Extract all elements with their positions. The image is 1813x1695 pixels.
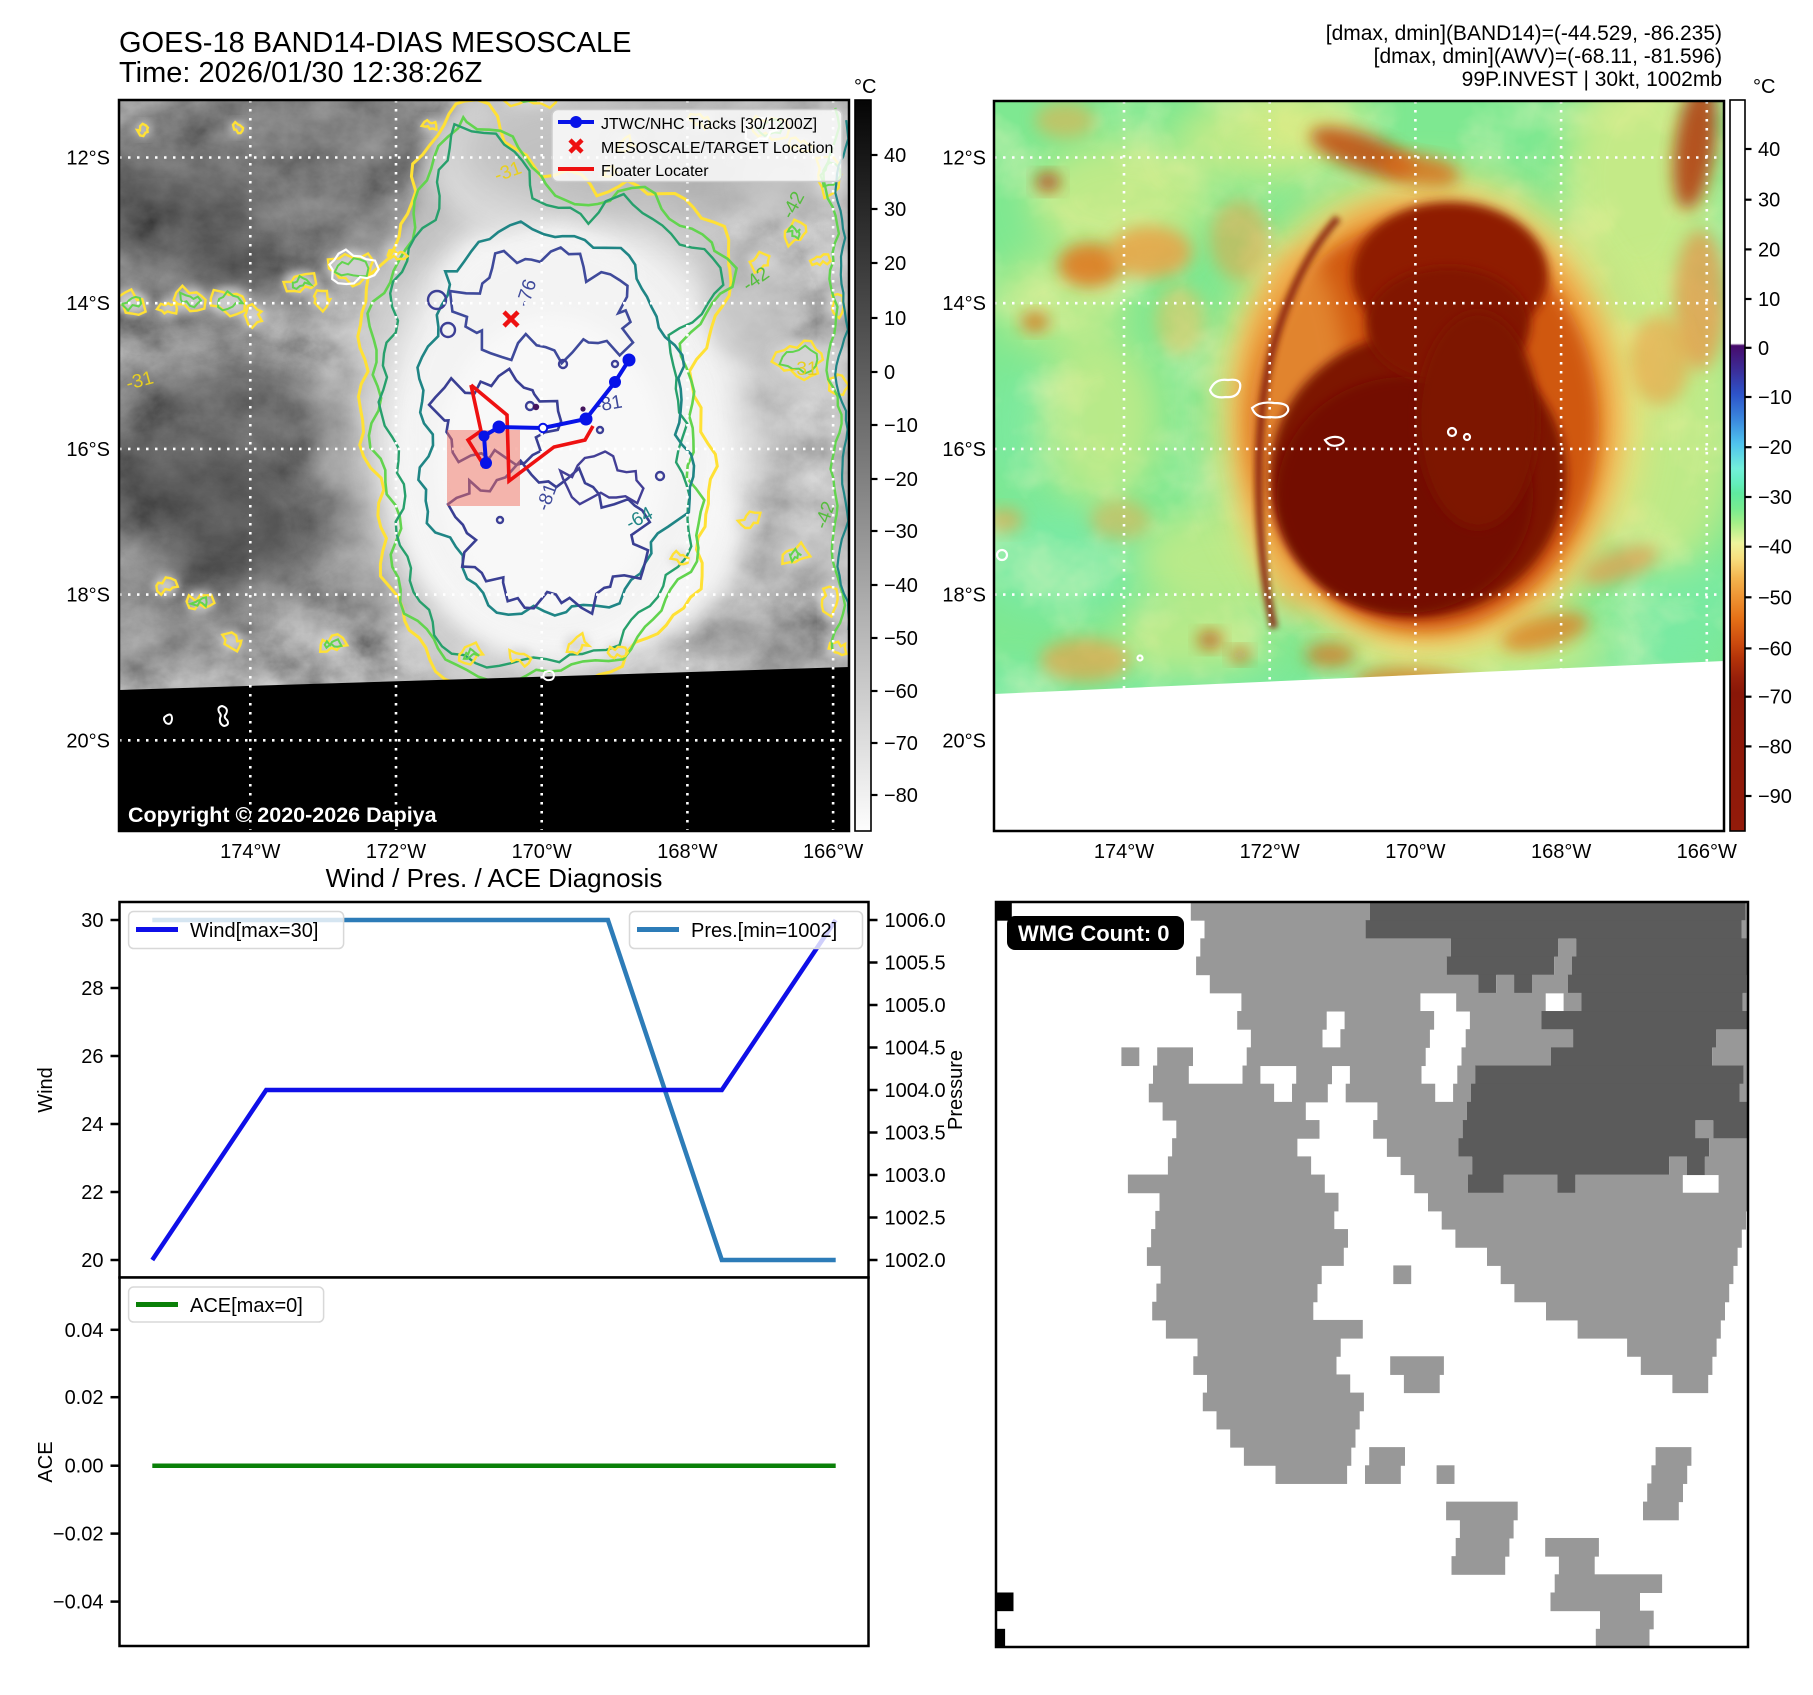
svg-text:10: 10 — [884, 308, 906, 330]
svg-text:−80: −80 — [884, 785, 918, 807]
svg-text:20°S: 20°S — [942, 730, 986, 752]
svg-text:30: 30 — [884, 199, 906, 221]
svg-text:26: 26 — [81, 1046, 103, 1068]
svg-text:−30: −30 — [1758, 487, 1792, 509]
svg-text:172°W: 172°W — [1240, 841, 1300, 863]
svg-text:Pressure: Pressure — [945, 1050, 967, 1130]
svg-text:−50: −50 — [884, 628, 918, 650]
svg-text:−60: −60 — [1758, 638, 1792, 660]
svg-text:28: 28 — [81, 978, 103, 1000]
svg-text:1003.0: 1003.0 — [885, 1165, 946, 1187]
svg-text:99P.INVEST | 30kt, 1002mb: 99P.INVEST | 30kt, 1002mb — [1462, 68, 1722, 91]
svg-text:−0.02: −0.02 — [53, 1524, 104, 1546]
svg-text:−40: −40 — [1758, 537, 1792, 559]
svg-text:−60: −60 — [884, 681, 918, 703]
svg-text:1005.5: 1005.5 — [885, 953, 946, 975]
svg-text:20: 20 — [81, 1250, 103, 1272]
svg-text:0.04: 0.04 — [65, 1320, 104, 1342]
svg-text:1004.5: 1004.5 — [885, 1038, 946, 1060]
svg-text:[dmax, dmin](AWV)=(-68.11, -81: [dmax, dmin](AWV)=(-68.11, -81.596) — [1374, 45, 1722, 68]
svg-text:−90: −90 — [1758, 786, 1792, 808]
svg-text:174°W: 174°W — [220, 841, 280, 863]
svg-text:Pres.[min=1002]: Pres.[min=1002] — [691, 920, 837, 942]
svg-text:170°W: 170°W — [1385, 841, 1445, 863]
svg-text:MESOSCALE/TARGET Location: MESOSCALE/TARGET Location — [601, 140, 833, 157]
svg-text:−70: −70 — [884, 733, 918, 755]
svg-text:1002.5: 1002.5 — [885, 1208, 946, 1230]
svg-text:20: 20 — [884, 253, 906, 275]
svg-text:24: 24 — [81, 1114, 103, 1136]
svg-text:166°W: 166°W — [803, 841, 863, 863]
svg-text:−50: −50 — [1758, 587, 1792, 609]
svg-text:40: 40 — [884, 145, 906, 167]
svg-text:−20: −20 — [1758, 437, 1792, 459]
svg-text:Floater Locater: Floater Locater — [601, 163, 709, 180]
svg-text:0: 0 — [884, 362, 895, 384]
svg-text:−70: −70 — [1758, 687, 1792, 709]
svg-text:174°W: 174°W — [1094, 841, 1154, 863]
svg-text:22: 22 — [81, 1182, 103, 1204]
svg-text:−80: −80 — [1758, 736, 1792, 758]
svg-text:GOES-18 BAND14-DIAS MESOSCALE: GOES-18 BAND14-DIAS MESOSCALE — [119, 27, 632, 59]
svg-text:14°S: 14°S — [942, 293, 986, 315]
svg-text:0.02: 0.02 — [65, 1387, 104, 1409]
svg-text:Wind[max=30]: Wind[max=30] — [190, 920, 318, 942]
svg-text:30: 30 — [81, 910, 103, 932]
svg-text:10: 10 — [1758, 289, 1780, 311]
svg-text:JTWC/NHC Tracks [30/1200Z]: JTWC/NHC Tracks [30/1200Z] — [601, 116, 817, 133]
svg-text:1006.0: 1006.0 — [885, 910, 946, 932]
svg-text:172°W: 172°W — [366, 841, 426, 863]
svg-text:16°S: 16°S — [66, 439, 110, 461]
svg-text:Wind / Pres. / ACE Diagnosis: Wind / Pres. / ACE Diagnosis — [326, 863, 663, 893]
svg-text:0.00: 0.00 — [65, 1456, 104, 1478]
svg-text:168°W: 168°W — [1531, 841, 1591, 863]
svg-text:168°W: 168°W — [657, 841, 717, 863]
svg-text:1005.0: 1005.0 — [885, 995, 946, 1017]
svg-text:1003.5: 1003.5 — [885, 1123, 946, 1145]
svg-text:-31: -31 — [790, 359, 817, 380]
svg-text:ACE: ACE — [35, 1441, 57, 1482]
svg-text:ACE[max=0]: ACE[max=0] — [190, 1295, 303, 1317]
svg-text:1002.0: 1002.0 — [885, 1250, 946, 1272]
svg-text:Time: 2026/01/30 12:38:26Z: Time: 2026/01/30 12:38:26Z — [119, 57, 482, 89]
svg-text:40: 40 — [1758, 139, 1780, 161]
svg-text:18°S: 18°S — [66, 585, 110, 607]
svg-text:WMG Count: 0: WMG Count: 0 — [1018, 921, 1170, 946]
svg-text:1004.0: 1004.0 — [885, 1080, 946, 1102]
svg-text:18°S: 18°S — [942, 585, 986, 607]
svg-text:Copyright © 2020-2026 Dapiya: Copyright © 2020-2026 Dapiya — [128, 803, 438, 827]
svg-text:−20: −20 — [884, 469, 918, 491]
svg-text:20: 20 — [1758, 239, 1780, 261]
svg-text:Wind: Wind — [35, 1067, 57, 1113]
svg-text:0: 0 — [1758, 338, 1769, 360]
svg-text:−0.04: −0.04 — [53, 1592, 104, 1614]
svg-text:−10: −10 — [1758, 387, 1792, 409]
svg-text:30: 30 — [1758, 190, 1780, 212]
svg-text:−40: −40 — [884, 575, 918, 597]
svg-text:166°W: 166°W — [1677, 841, 1737, 863]
svg-text:−30: −30 — [884, 521, 918, 543]
svg-text:°C: °C — [854, 76, 876, 98]
svg-text:16°S: 16°S — [942, 439, 986, 461]
svg-text:[dmax, dmin](BAND14)=(-44.529,: [dmax, dmin](BAND14)=(-44.529, -86.235) — [1326, 22, 1722, 45]
svg-text:−10: −10 — [884, 415, 918, 437]
svg-text:170°W: 170°W — [512, 841, 572, 863]
svg-text:°C: °C — [1753, 76, 1775, 98]
svg-text:12°S: 12°S — [942, 148, 986, 170]
svg-text:20°S: 20°S — [66, 730, 110, 752]
svg-text:14°S: 14°S — [66, 293, 110, 315]
svg-text:12°S: 12°S — [66, 148, 110, 170]
